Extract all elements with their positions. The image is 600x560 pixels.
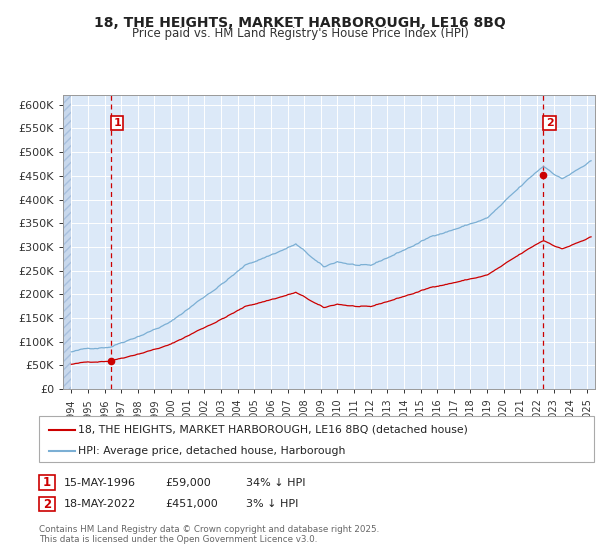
- Text: 2: 2: [43, 497, 51, 511]
- Text: 2: 2: [546, 118, 554, 128]
- Text: £451,000: £451,000: [165, 499, 218, 509]
- Text: 3% ↓ HPI: 3% ↓ HPI: [246, 499, 298, 509]
- Text: 18-MAY-2022: 18-MAY-2022: [64, 499, 136, 509]
- Text: Price paid vs. HM Land Registry's House Price Index (HPI): Price paid vs. HM Land Registry's House …: [131, 27, 469, 40]
- Text: 1: 1: [43, 476, 51, 489]
- Text: 1: 1: [113, 118, 121, 128]
- Text: 15-MAY-1996: 15-MAY-1996: [64, 478, 136, 488]
- Text: 18, THE HEIGHTS, MARKET HARBOROUGH, LE16 8BQ: 18, THE HEIGHTS, MARKET HARBOROUGH, LE16…: [94, 16, 506, 30]
- Text: £59,000: £59,000: [165, 478, 211, 488]
- Text: 34% ↓ HPI: 34% ↓ HPI: [246, 478, 305, 488]
- Text: Contains HM Land Registry data © Crown copyright and database right 2025.
This d: Contains HM Land Registry data © Crown c…: [39, 525, 379, 544]
- Text: 18, THE HEIGHTS, MARKET HARBOROUGH, LE16 8BQ (detached house): 18, THE HEIGHTS, MARKET HARBOROUGH, LE16…: [78, 425, 468, 435]
- Text: HPI: Average price, detached house, Harborough: HPI: Average price, detached house, Harb…: [78, 446, 346, 455]
